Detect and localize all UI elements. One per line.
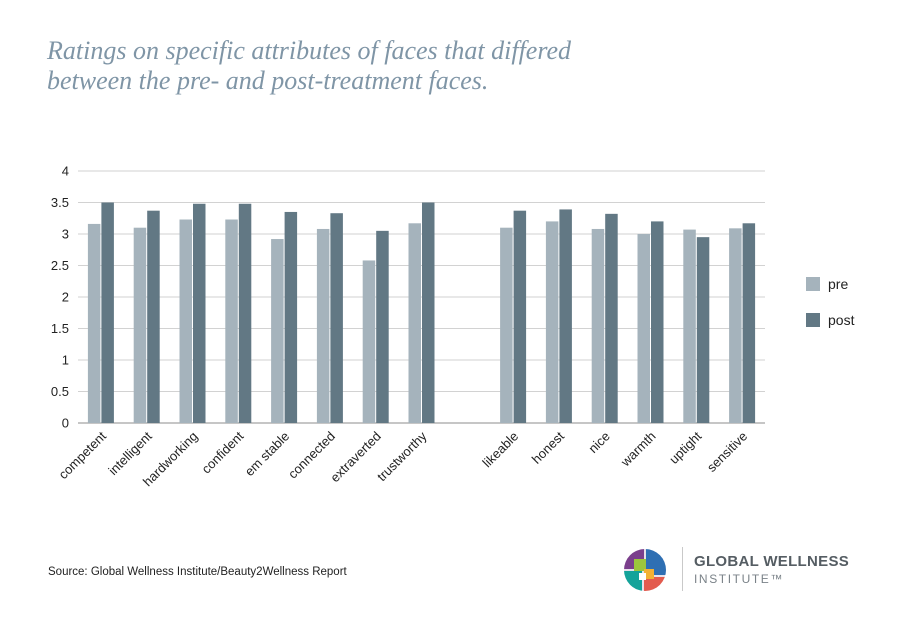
chart-title: Ratings on specific attributes of faces …: [47, 36, 767, 96]
legend-swatch-pre: [806, 277, 820, 291]
bar-post: [101, 202, 114, 423]
source-note: Source: Global Wellness Institute/Beauty…: [48, 566, 347, 578]
x-tick-label: likeable: [479, 429, 521, 471]
bar-post: [147, 210, 160, 423]
bar-post: [238, 203, 252, 423]
bar-pre: [87, 223, 101, 423]
bar-post: [330, 213, 343, 423]
bar-pre: [637, 234, 650, 423]
bar-post: [696, 237, 710, 423]
x-tick-label: warmth: [617, 429, 658, 470]
bar-pre: [683, 229, 696, 423]
logo-mark-icon: [624, 549, 666, 591]
bar-pre: [729, 228, 742, 423]
legend-label-pre: pre: [828, 276, 848, 292]
bar-pre: [500, 227, 513, 423]
y-tick-label: 0.5: [51, 384, 69, 399]
bar-post: [605, 213, 618, 423]
x-tick-label: honest: [529, 428, 567, 466]
bar-post: [742, 223, 756, 423]
legend-label-post: post: [828, 312, 855, 328]
bar-pre: [545, 221, 559, 423]
bar-post: [193, 203, 206, 423]
bar-pre: [225, 219, 238, 423]
global-wellness-logo: GLOBAL WELLNESS INSTITUTE™: [622, 547, 872, 593]
bar-pre: [316, 228, 330, 423]
legend-swatch-post: [806, 313, 820, 327]
bar-post: [559, 209, 572, 423]
bar-pre: [408, 223, 421, 423]
y-tick-label: 3: [62, 227, 69, 242]
y-tick-label: 0: [62, 416, 69, 431]
bar-post: [513, 210, 527, 423]
x-tick-label: nice: [585, 429, 612, 456]
bar-post: [284, 211, 298, 423]
x-tick-label: trustworthy: [374, 428, 430, 484]
bar-post: [376, 230, 389, 423]
bar-pre: [362, 260, 376, 423]
x-tick-label: sensitive: [704, 429, 750, 475]
bar-pre: [179, 219, 192, 423]
y-tick-label: 2: [62, 290, 69, 305]
chart-title-line-2: between the pre- and post-treatment face…: [47, 66, 489, 95]
x-tick-label: uptight: [666, 428, 704, 466]
bar-pre: [271, 239, 284, 423]
logo-text-line-2: INSTITUTE™: [694, 572, 784, 586]
x-tick-label: confident: [199, 428, 247, 476]
bar-post: [422, 202, 435, 423]
chart-title-line-1: Ratings on specific attributes of faces …: [47, 36, 572, 65]
bar-pre: [133, 227, 147, 423]
y-tick-label: 1: [62, 353, 69, 368]
y-tick-label: 2.5: [51, 258, 69, 273]
logo-text-line-1: GLOBAL WELLNESS: [694, 553, 850, 570]
logo-divider: [682, 547, 683, 591]
bar-pre: [591, 228, 605, 423]
bar-post: [651, 221, 664, 423]
y-tick-label: 4: [62, 164, 69, 179]
x-tick-label: competent: [55, 428, 109, 482]
y-tick-label: 1.5: [51, 321, 69, 336]
y-tick-label: 3.5: [51, 195, 69, 210]
